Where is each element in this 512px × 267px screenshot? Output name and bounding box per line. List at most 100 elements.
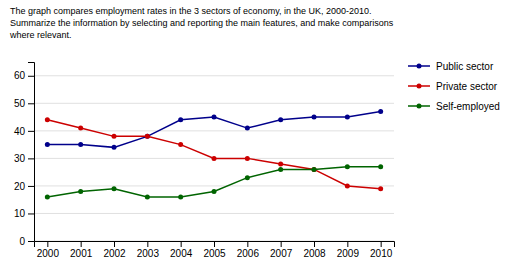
- y-tick: 0: [19, 236, 34, 247]
- point: [145, 134, 150, 139]
- legend-item: Self-employed: [408, 101, 500, 112]
- legend-label: Public sector: [436, 61, 494, 72]
- x-tick-mark: [247, 241, 248, 247]
- point: [112, 134, 117, 139]
- legend-item: Private sector: [408, 81, 498, 92]
- x-tick-mark: [381, 241, 382, 247]
- point: [345, 183, 350, 188]
- point: [78, 142, 83, 147]
- x-tick: 2000: [37, 241, 60, 259]
- x-tick-mark: [81, 241, 82, 247]
- x-tick: 2003: [137, 241, 160, 259]
- y-tick-label: 30: [14, 153, 26, 164]
- y-tick: 30: [14, 153, 34, 164]
- point: [178, 142, 183, 147]
- x-tick-label: 2004: [170, 248, 193, 259]
- y-tick-mark: [28, 103, 34, 104]
- grid-line: [34, 185, 394, 186]
- point: [278, 161, 283, 166]
- y-tick: 10: [14, 208, 34, 219]
- y-tick-mark: [28, 241, 34, 242]
- y-tick-mark: [28, 186, 34, 187]
- grid-line: [34, 75, 394, 76]
- y-tick-label: 20: [14, 181, 26, 192]
- y-tick-mark: [28, 213, 34, 214]
- x-tick-label: 2005: [203, 248, 226, 259]
- y-axis-line: [28, 63, 35, 242]
- line: [47, 167, 380, 197]
- x-tick-label: 2006: [237, 248, 260, 259]
- point: [312, 167, 317, 172]
- y-tick-label: 50: [14, 98, 26, 109]
- y-tick-mark: [28, 131, 34, 132]
- grid-line: [34, 213, 394, 214]
- x-tick-label: 2007: [270, 248, 293, 259]
- point: [112, 186, 117, 191]
- point: [178, 194, 183, 199]
- point: [378, 164, 383, 169]
- point: [312, 115, 317, 120]
- x-tick-label: 2003: [137, 248, 160, 259]
- y-tick-label: 10: [14, 208, 26, 219]
- point: [112, 145, 117, 150]
- x-tick-label: 2008: [303, 248, 326, 259]
- x-tick: 2004: [170, 241, 193, 259]
- series-group: [45, 109, 383, 199]
- point: [245, 156, 250, 161]
- series: [45, 109, 383, 150]
- point: [45, 117, 50, 122]
- x-tick-label: 2000: [37, 248, 60, 259]
- point: [212, 156, 217, 161]
- point: [45, 142, 50, 147]
- x-tick: 2009: [337, 241, 360, 259]
- point: [378, 186, 383, 191]
- x-tick-label: 2002: [103, 248, 126, 259]
- point: [278, 117, 283, 122]
- plot: 2000 2001 2002 2003 2004 2005 2006 2007 2008 2009…: [14, 63, 395, 260]
- grid-line: [34, 103, 394, 104]
- y-tick-label: 0: [19, 236, 25, 247]
- legend-label: Self-employed: [436, 101, 500, 112]
- y-axis: 0 10 20 30 40 50 60: [14, 63, 35, 247]
- point: [245, 175, 250, 180]
- point: [78, 189, 83, 194]
- x-axis: 2000 2001 2002 2003 2004 2005 2006 2007 2008 2009…: [35, 241, 395, 259]
- x-tick: 2006: [237, 241, 260, 259]
- x-tick: 2001: [70, 241, 93, 259]
- legend-marker: [417, 104, 422, 109]
- point: [212, 115, 217, 120]
- point: [345, 115, 350, 120]
- x-tick-label: 2009: [337, 248, 360, 259]
- y-tick-mark: [28, 76, 34, 77]
- title-line: Summarize the information by selecting a…: [10, 18, 394, 28]
- point: [45, 194, 50, 199]
- y-tick: 40: [14, 126, 34, 137]
- x-tick: 2008: [303, 241, 326, 259]
- series: [45, 117, 383, 191]
- point: [78, 126, 83, 131]
- title: The graph compares employment rates in t…: [9, 6, 394, 40]
- y-tick: 60: [14, 70, 34, 81]
- x-tick-mark: [347, 241, 348, 247]
- point: [178, 117, 183, 122]
- series: [45, 164, 383, 199]
- x-tick-mark: [147, 241, 148, 247]
- y-tick: 50: [14, 98, 34, 109]
- x-tick-mark: [47, 241, 48, 247]
- chart: The graph compares employment rates in t…: [0, 0, 512, 267]
- x-tick: 2005: [203, 241, 226, 259]
- x-tick: 2010: [370, 241, 393, 259]
- point: [212, 189, 217, 194]
- x-tick-mark: [114, 241, 115, 247]
- point: [278, 167, 283, 172]
- point: [245, 126, 250, 131]
- point: [345, 164, 350, 169]
- point: [312, 167, 317, 172]
- x-axis-line: [35, 242, 395, 248]
- x-tick: 2007: [270, 241, 293, 259]
- x-tick-mark: [314, 241, 315, 247]
- legend-marker: [417, 84, 422, 89]
- title-line: where relevant.: [9, 30, 72, 40]
- grid: [34, 76, 394, 241]
- y-tick: 20: [14, 181, 34, 192]
